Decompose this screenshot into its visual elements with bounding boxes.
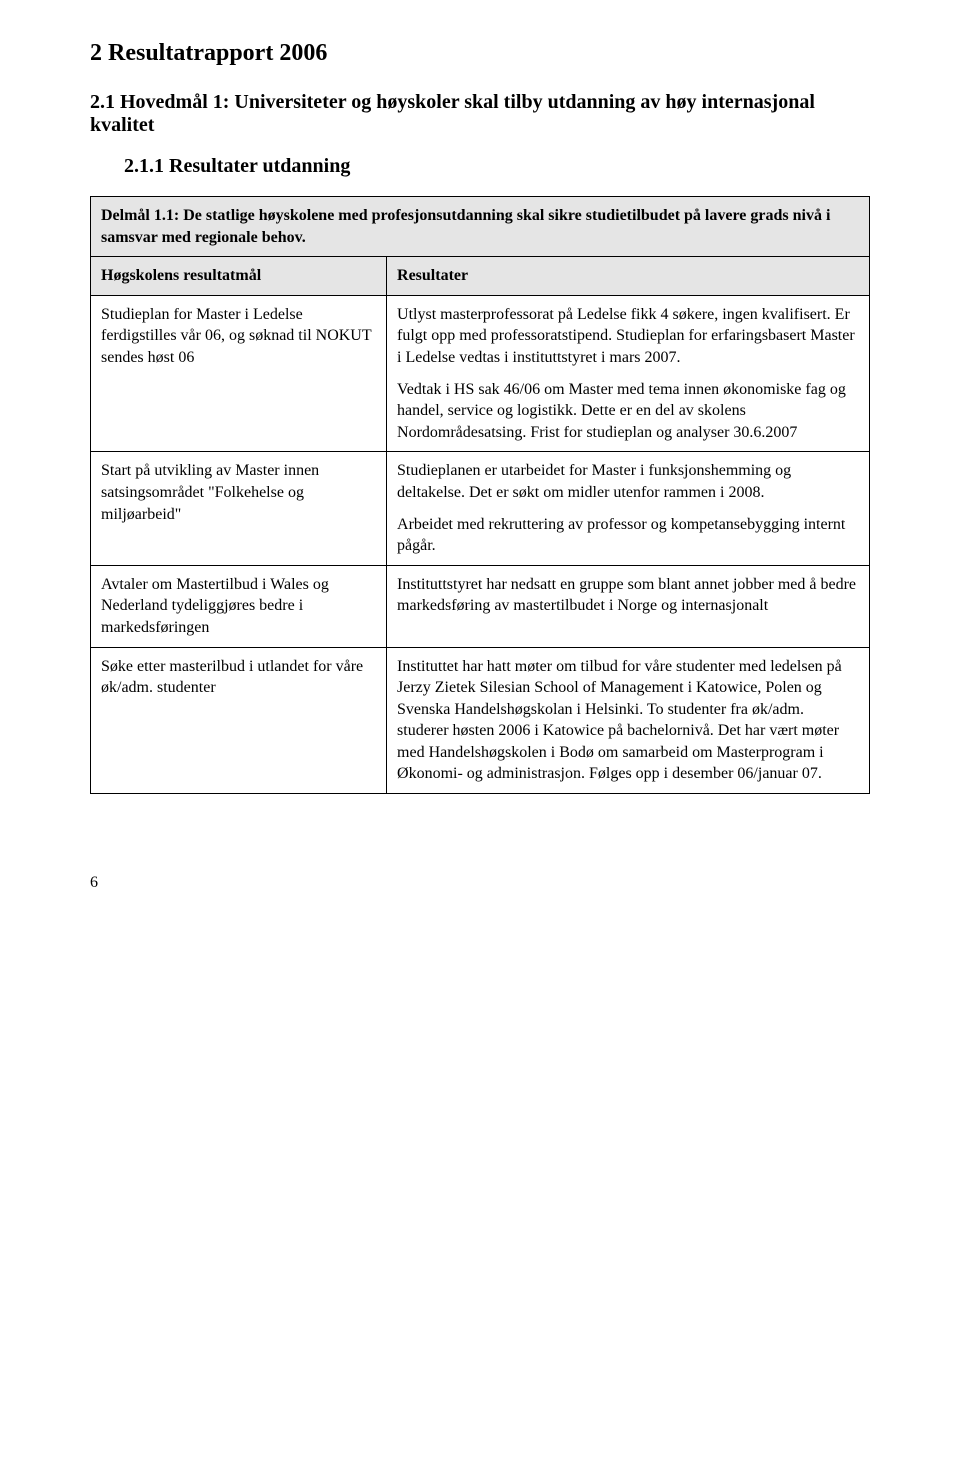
row1-right-p1: Studieplanen er utarbeidet for Master i … [397, 460, 859, 503]
row0-left: Studieplan for Master i Ledelse ferdigst… [91, 295, 387, 452]
row1-right-p2: Arbeidet med rekruttering av professor o… [397, 514, 859, 557]
row1-left: Start på utvikling av Master innen satsi… [91, 452, 387, 565]
page-content: 2 Resultatrapport 2006 2.1 Hovedmål 1: U… [90, 40, 870, 892]
table-column-header-row: Høgskolens resultatmål Resultater [91, 257, 870, 296]
table-row: Studieplan for Master i Ledelse ferdigst… [91, 295, 870, 452]
table-merged-header-row: Delmål 1.1: De statlige høyskolene med p… [91, 197, 870, 257]
row0-right-p1: Utlyst masterprofessorat på Ledelse fikk… [397, 304, 859, 369]
heading-main: 2 Resultatrapport 2006 [90, 40, 870, 67]
row2-right: Instituttstyret har nedsatt en gruppe so… [387, 565, 870, 647]
row2-right-p1: Instituttstyret har nedsatt en gruppe so… [397, 574, 859, 617]
row3-right-p1: Instituttet har hatt møter om tilbud for… [397, 656, 859, 786]
col-header-left: Høgskolens resultatmål [91, 257, 387, 296]
page-number: 6 [90, 874, 870, 892]
row2-left: Avtaler om Mastertilbud i Wales og Neder… [91, 565, 387, 647]
row3-left: Søke etter masterilbud i utlandet for vå… [91, 647, 387, 794]
col-header-right: Resultater [387, 257, 870, 296]
row0-right: Utlyst masterprofessorat på Ledelse fikk… [387, 295, 870, 452]
results-table: Delmål 1.1: De statlige høyskolene med p… [90, 196, 870, 794]
table-merged-header-cell: Delmål 1.1: De statlige høyskolene med p… [91, 197, 870, 257]
table-row: Avtaler om Mastertilbud i Wales og Neder… [91, 565, 870, 647]
row1-right: Studieplanen er utarbeidet for Master i … [387, 452, 870, 565]
heading-subsub: 2.1.1 Resultater utdanning [124, 155, 870, 178]
row0-right-p2: Vedtak i HS sak 46/06 om Master med tema… [397, 379, 859, 444]
heading-sub: 2.1 Hovedmål 1: Universiteter og høyskol… [90, 91, 870, 137]
table-row: Søke etter masterilbud i utlandet for vå… [91, 647, 870, 794]
heading-sub-text: 2.1 Hovedmål 1: Universiteter og høyskol… [90, 91, 815, 136]
row3-right: Instituttet har hatt møter om tilbud for… [387, 647, 870, 794]
table-row: Start på utvikling av Master innen satsi… [91, 452, 870, 565]
